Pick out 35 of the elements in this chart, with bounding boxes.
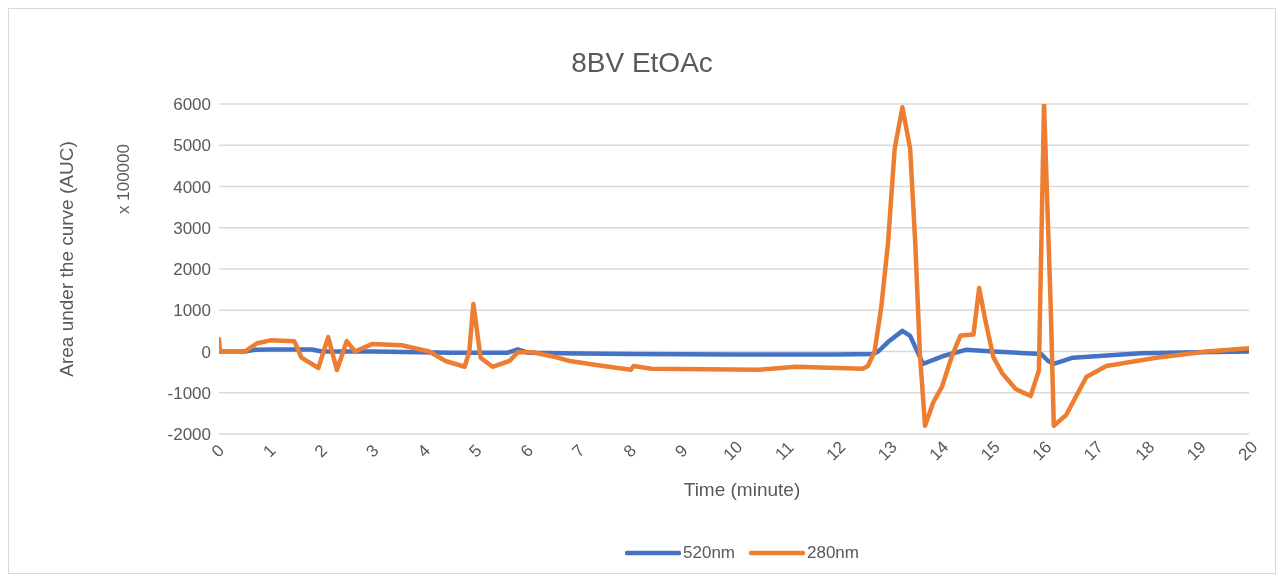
x-tick-label: 8 (619, 440, 640, 461)
y-tick-label: 2000 (173, 260, 211, 280)
x-tick-label: 20 (1234, 437, 1262, 465)
x-tick-label: 17 (1080, 437, 1107, 465)
x-tick-label: 18 (1131, 437, 1159, 465)
y-tick-label: 5000 (173, 136, 211, 156)
x-axis-title: Time (minute) (682, 479, 802, 501)
y-tick-label: 4000 (173, 177, 211, 197)
x-tick-label: 4 (413, 440, 434, 461)
y-tick-label: -1000 (167, 383, 211, 403)
x-tick-label: 3 (362, 440, 383, 461)
x-tick-label: 16 (1028, 437, 1056, 465)
x-tick-label: 13 (874, 437, 901, 465)
y-tick-label: 1000 (173, 301, 211, 321)
text: x 100000 (114, 144, 134, 214)
x-tick-label: 10 (719, 437, 747, 465)
x-tick-label: 9 (671, 440, 692, 461)
y-tick-label: 6000 (173, 95, 211, 115)
x-tick-label: 2 (310, 440, 331, 461)
y-axis-title: Area under the curve (AUC) (56, 141, 78, 377)
x-tick-label: 1 (259, 440, 280, 461)
x-tick-label: 7 (568, 440, 589, 461)
x-tick-label: 15 (977, 437, 1004, 465)
x-tick-label: 19 (1183, 437, 1210, 465)
line-series (219, 104, 1249, 428)
chart-title: 8BV EtOAc (570, 47, 714, 79)
x-tick-label: 12 (822, 437, 850, 465)
x-tick-label: 14 (925, 437, 953, 465)
x-tick-label: 6 (516, 440, 537, 461)
legend-label: 280nm (806, 543, 859, 563)
x-tick-label: 11 (771, 437, 798, 464)
legend-label: 520nm (682, 543, 735, 563)
x-tick-label: 5 (465, 440, 486, 461)
y-tick-label: 0 (201, 342, 211, 362)
y-tick-label: 3000 (173, 218, 211, 238)
